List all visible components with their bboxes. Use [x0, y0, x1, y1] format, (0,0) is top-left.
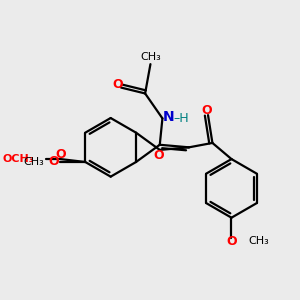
Text: O: O [112, 78, 123, 91]
Text: O: O [226, 235, 237, 248]
Text: CH₃: CH₃ [140, 52, 161, 62]
Text: –H: –H [174, 112, 189, 125]
Text: CH₃: CH₃ [249, 236, 270, 246]
Text: O: O [48, 155, 59, 169]
Text: O: O [201, 104, 212, 117]
Text: O: O [153, 149, 164, 162]
Text: OCH₃: OCH₃ [2, 154, 34, 164]
Text: N: N [163, 110, 174, 124]
Text: CH₃: CH₃ [24, 157, 44, 167]
Text: O: O [56, 148, 66, 161]
